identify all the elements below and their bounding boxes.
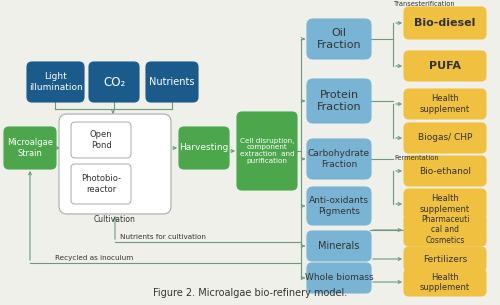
Text: Nutrients: Nutrients (149, 77, 195, 87)
Text: Light
illumination: Light illumination (28, 72, 82, 92)
Text: Photobio-
reactor: Photobio- reactor (81, 174, 121, 194)
FancyBboxPatch shape (89, 62, 139, 102)
Text: Bio-diesel: Bio-diesel (414, 18, 476, 28)
Text: Biogas/ CHP: Biogas/ CHP (418, 134, 472, 142)
Text: Microalgae
Strain: Microalgae Strain (7, 138, 53, 158)
Text: Oil
Fraction: Oil Fraction (316, 28, 362, 50)
FancyBboxPatch shape (404, 247, 486, 271)
Text: Fermentation: Fermentation (394, 155, 438, 161)
FancyBboxPatch shape (71, 164, 131, 204)
Text: Protein
Fraction: Protein Fraction (316, 90, 362, 112)
FancyBboxPatch shape (404, 269, 486, 296)
FancyBboxPatch shape (404, 7, 486, 39)
Text: Transesterification: Transesterification (394, 1, 456, 7)
FancyBboxPatch shape (71, 122, 131, 158)
FancyBboxPatch shape (27, 62, 84, 102)
FancyBboxPatch shape (307, 263, 371, 293)
Text: Health
supplement: Health supplement (420, 94, 470, 114)
FancyBboxPatch shape (404, 89, 486, 119)
Text: CO₂: CO₂ (103, 76, 125, 88)
Text: Cultivation: Cultivation (94, 215, 136, 224)
Text: Pharmaceuti
cal and
Cosmetics: Pharmaceuti cal and Cosmetics (421, 215, 469, 245)
Text: Recycled as inoculum: Recycled as inoculum (55, 255, 133, 261)
FancyBboxPatch shape (4, 127, 56, 169)
FancyBboxPatch shape (404, 214, 486, 246)
FancyBboxPatch shape (404, 123, 486, 153)
Text: Fertilizers: Fertilizers (423, 254, 467, 264)
FancyBboxPatch shape (404, 51, 486, 81)
Text: Cell disruption,
component
extraction  and
purification: Cell disruption, component extraction an… (240, 138, 294, 164)
FancyBboxPatch shape (59, 114, 171, 214)
FancyBboxPatch shape (404, 189, 486, 219)
Text: Health
supplement: Health supplement (420, 194, 470, 214)
Text: Health
supplement: Health supplement (420, 273, 470, 292)
Text: Anti-oxidants
Pigments: Anti-oxidants Pigments (309, 196, 369, 216)
Text: Open
Pond: Open Pond (90, 130, 112, 150)
FancyBboxPatch shape (179, 127, 229, 169)
FancyBboxPatch shape (237, 112, 297, 190)
FancyBboxPatch shape (307, 231, 371, 261)
Text: Whole biomass: Whole biomass (304, 274, 374, 282)
FancyBboxPatch shape (307, 79, 371, 123)
Text: Harvesting: Harvesting (180, 143, 228, 152)
FancyBboxPatch shape (307, 187, 371, 225)
FancyBboxPatch shape (307, 19, 371, 59)
Text: PUFA: PUFA (429, 61, 461, 71)
Text: Bio-ethanol: Bio-ethanol (419, 167, 471, 175)
Text: Minerals: Minerals (318, 241, 360, 251)
FancyBboxPatch shape (307, 139, 371, 179)
FancyBboxPatch shape (146, 62, 198, 102)
Text: Nutrients for cultivation: Nutrients for cultivation (120, 234, 206, 240)
Text: Figure 2. Microalgae bio-refinery model.: Figure 2. Microalgae bio-refinery model. (153, 288, 347, 298)
Text: Carbohydrate
Fraction: Carbohydrate Fraction (308, 149, 370, 169)
FancyBboxPatch shape (404, 156, 486, 186)
